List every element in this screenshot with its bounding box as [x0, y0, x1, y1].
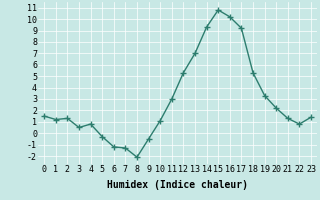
X-axis label: Humidex (Indice chaleur): Humidex (Indice chaleur) [107, 180, 248, 190]
